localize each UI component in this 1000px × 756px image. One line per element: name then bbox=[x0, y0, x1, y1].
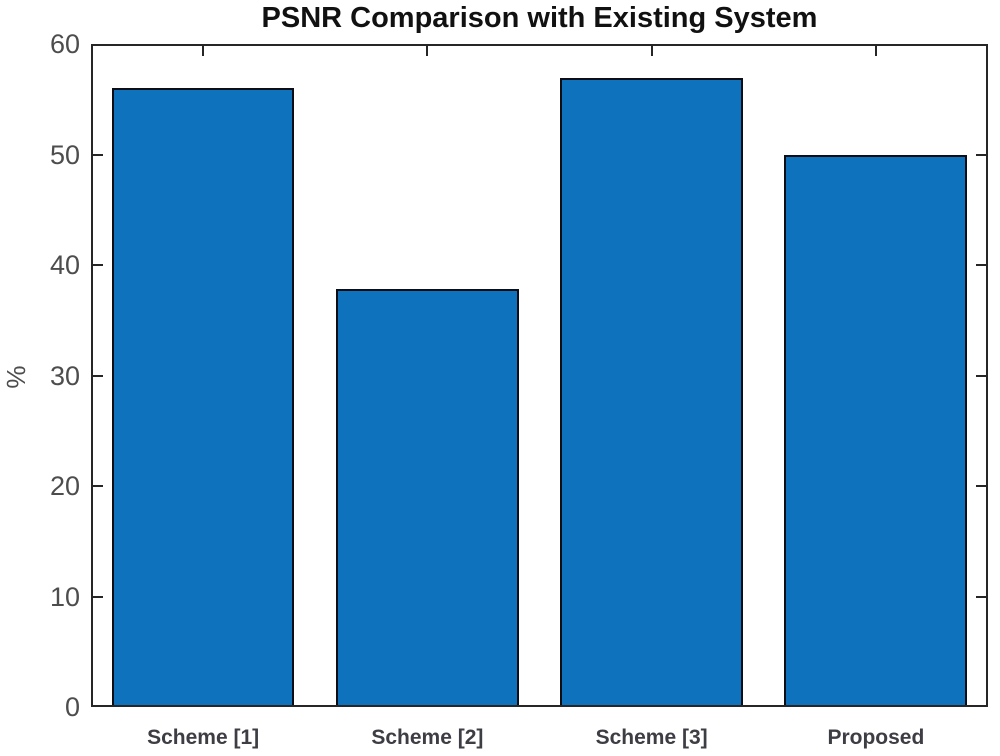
x-tick-top bbox=[426, 46, 429, 56]
y-tick-right bbox=[976, 264, 986, 266]
y-tick-label: 30 bbox=[49, 360, 80, 391]
y-tick-left bbox=[93, 595, 103, 598]
y-tick-right bbox=[976, 374, 986, 377]
y-tick-label: 60 bbox=[49, 29, 80, 59]
x-category-label: Scheme [3] bbox=[595, 726, 708, 749]
bar-3 bbox=[560, 78, 743, 707]
y-tick-right bbox=[976, 595, 986, 598]
y-tick-left bbox=[93, 153, 103, 156]
bar-4 bbox=[784, 154, 968, 707]
y-tick-left bbox=[93, 485, 103, 487]
x-tick-top bbox=[202, 46, 205, 56]
y-axis-label: % bbox=[0, 365, 31, 389]
bar-2 bbox=[335, 289, 519, 707]
bar-1 bbox=[111, 88, 295, 707]
y-tick-label: 20 bbox=[49, 471, 80, 501]
y-tick-label: 10 bbox=[49, 581, 80, 612]
y-tick-label: 50 bbox=[49, 139, 80, 170]
y-tick-label: 0 bbox=[64, 692, 80, 722]
y-tick-right bbox=[976, 153, 986, 156]
x-category-label: Proposed bbox=[827, 726, 925, 749]
y-tick-right bbox=[976, 485, 986, 487]
x-category-label: Scheme [2] bbox=[371, 726, 484, 749]
y-tick-left bbox=[93, 264, 103, 266]
y-tick-left bbox=[93, 374, 103, 377]
chart-title: PSNR Comparison with Existing System bbox=[261, 2, 818, 34]
x-tick-top bbox=[874, 46, 877, 56]
y-tick-label: 40 bbox=[49, 250, 80, 280]
x-category-label: Scheme [1] bbox=[147, 726, 260, 749]
x-tick-top bbox=[650, 46, 653, 56]
